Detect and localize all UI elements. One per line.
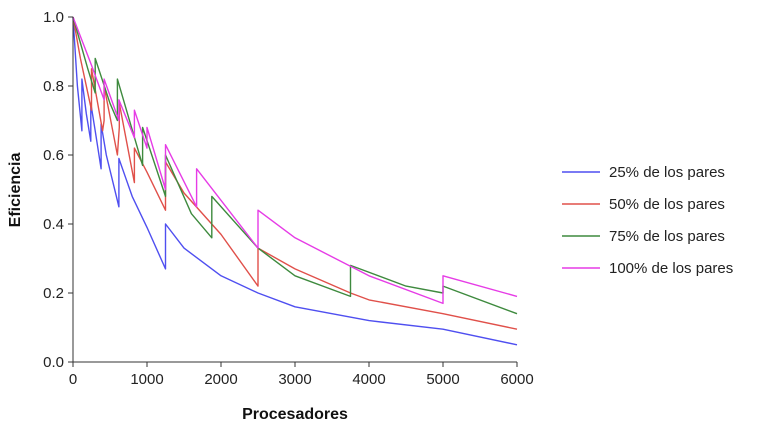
series-line-4 [72, 16, 518, 305]
y-tick-label: 0.4 [43, 216, 64, 233]
series-line-2 [72, 16, 518, 330]
series-line-3 [72, 16, 518, 315]
y-tick-label: 0.0 [43, 354, 64, 371]
axes [72, 17, 517, 363]
x-tick-label: 0 [69, 371, 77, 388]
series-line-1 [72, 16, 518, 346]
x-tick-label: 1000 [130, 371, 163, 388]
legend-label: 100% de los pares [609, 260, 733, 277]
y-tick-label: 0.8 [43, 78, 64, 95]
y-tick-label: 0.2 [43, 285, 64, 302]
y-tick-marks: 0.0 0.2 0.4 0.6 0.8 1.0 [43, 9, 73, 371]
y-tick-label: 0.6 [43, 147, 64, 164]
x-tick-label: 4000 [352, 371, 385, 388]
x-tick-label: 2000 [204, 371, 237, 388]
legend-label: 25% de los pares [609, 164, 725, 181]
x-tick-label: 3000 [278, 371, 311, 388]
x-tick-label: 5000 [426, 371, 459, 388]
legend-label: 75% de los pares [609, 228, 725, 245]
legend: 25% de los pares 50% de los pares 75% de l… [562, 164, 733, 277]
y-tick-label: 1.0 [43, 9, 64, 26]
x-axis-title: Procesadores [242, 406, 348, 423]
plot-lines [72, 16, 518, 346]
x-tick-label: 6000 [500, 371, 533, 388]
x-tick-marks: 0 1000 2000 3000 4000 5000 6000 [69, 362, 534, 388]
legend-label: 50% de los pares [609, 196, 725, 213]
y-axis-title: Eficiencia [7, 153, 24, 228]
